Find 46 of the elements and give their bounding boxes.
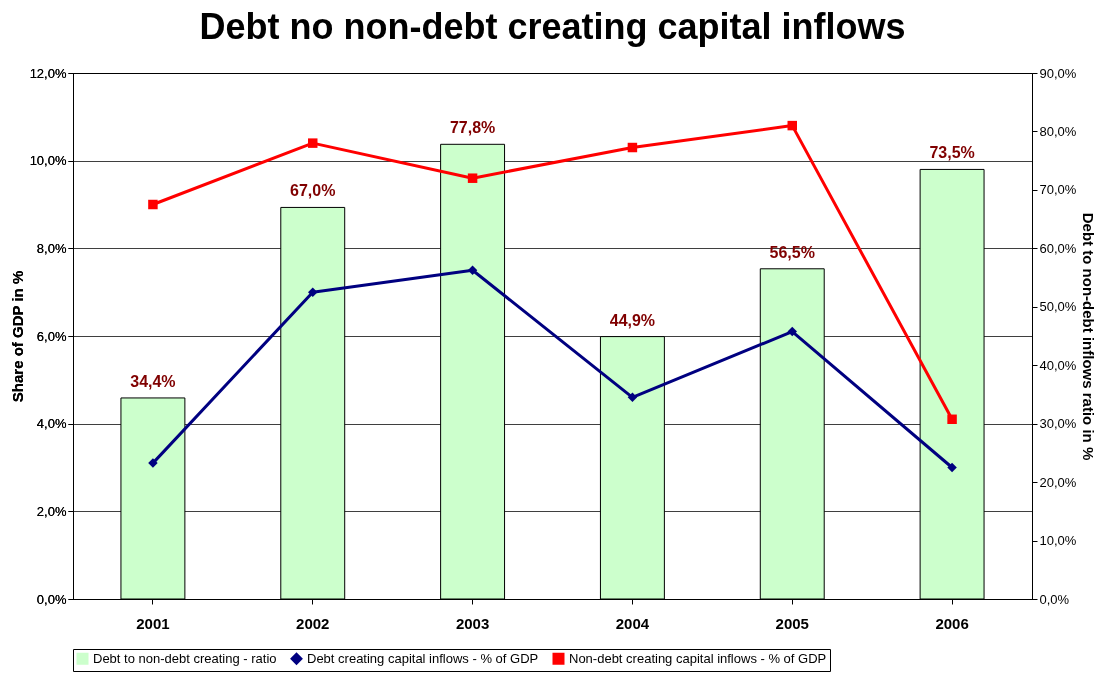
y-tick-label: 8,0%	[36, 240, 67, 256]
data-label: 44,9%	[609, 311, 656, 329]
point	[627, 142, 638, 153]
y-tick-label: 2,0%	[36, 503, 67, 519]
y2-tick-label: 10,0%	[1039, 533, 1077, 549]
point	[148, 199, 158, 210]
x-tick-label: 2004	[615, 614, 650, 632]
y-tick-label: 4,0%	[36, 416, 67, 432]
y-axis-title: Share of GDP in %	[8, 270, 26, 403]
y2-axis-title: Debt to non-debt inflows ratio in %	[1080, 212, 1098, 461]
y2-tick-label: 90,0%	[1039, 65, 1077, 81]
point	[467, 173, 478, 183]
data-label: 77,8%	[449, 119, 496, 137]
point	[787, 120, 797, 131]
y2-tick-label: 60,0%	[1039, 240, 1077, 256]
point	[947, 414, 957, 425]
legend-label: Debt to non-debt creating - ratio	[93, 650, 277, 666]
y2-tick-label: 20,0%	[1039, 474, 1077, 490]
point	[467, 265, 478, 275]
data-label: 67,0%	[290, 182, 336, 200]
legend-label: Debt creating capital inflows - % of GDP	[307, 650, 539, 666]
y2-tick-label: 50,0%	[1039, 299, 1077, 315]
y2-tick-label: 30,0%	[1039, 416, 1077, 432]
y-tick-label: 10,0%	[29, 153, 67, 169]
chart-title: Debt no non-debt creating capital inflows	[199, 6, 906, 47]
point	[627, 392, 638, 403]
x-tick-label: 2003	[455, 614, 490, 632]
y-tick-label: 12,0%	[29, 65, 67, 81]
point	[787, 326, 797, 337]
point	[308, 138, 318, 148]
point	[947, 462, 957, 473]
y2-tick-label: 40,0%	[1039, 357, 1077, 373]
data-label: 73,5%	[929, 144, 975, 162]
y2-tick-label: 70,0%	[1039, 182, 1077, 198]
legend-label: Non-debt creating capital inflows - % of GDP	[569, 650, 827, 666]
y2-tick-label: 80,0%	[1039, 123, 1077, 139]
point	[308, 287, 318, 297]
x-tick-label: 2005	[775, 614, 809, 632]
data-label: 34,4%	[130, 372, 176, 390]
x-tick-label: 2006	[935, 614, 969, 632]
y2-tick-label: 0,0%	[1039, 591, 1070, 607]
y-tick-label: 0,0%	[36, 591, 67, 607]
y-tick-label: 6,0%	[36, 328, 67, 344]
x-tick-label: 2002	[296, 614, 330, 632]
x-tick-label: 2001	[136, 614, 170, 632]
data-label: 56,5%	[769, 243, 815, 261]
